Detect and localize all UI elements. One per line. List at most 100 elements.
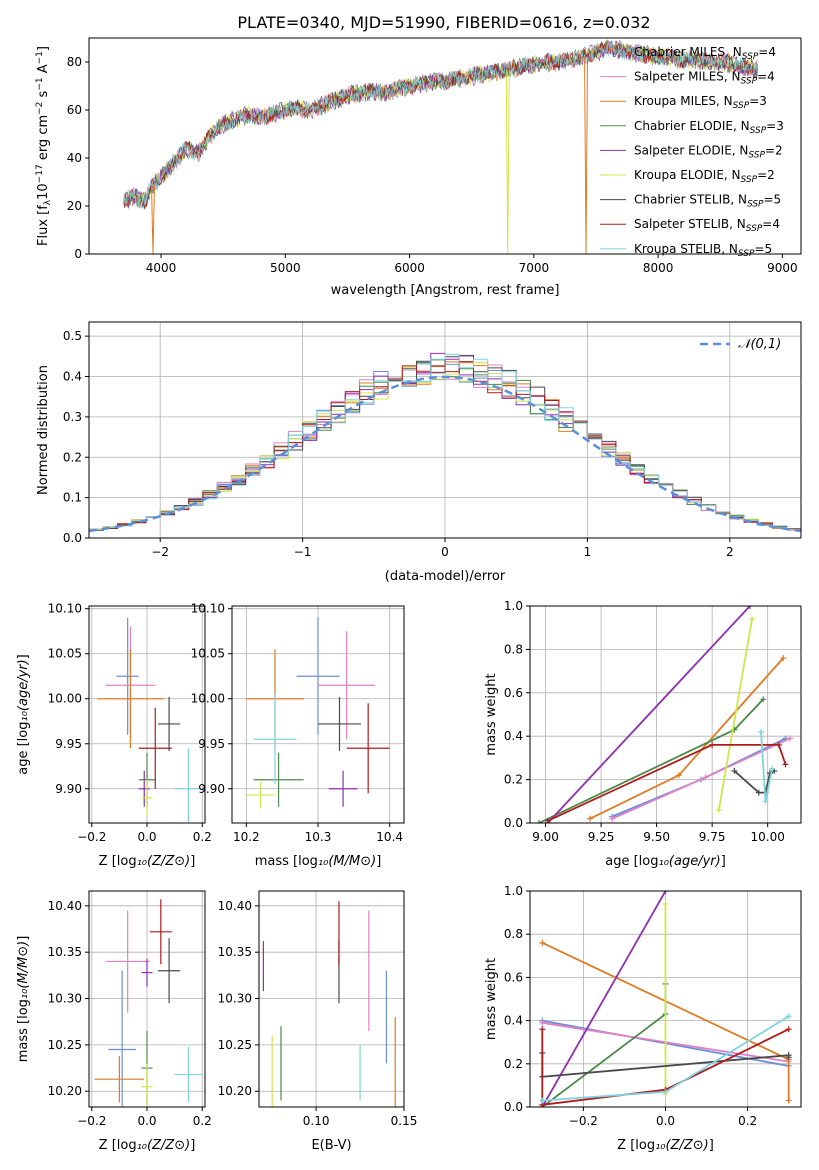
plot-area-spectrum [123, 39, 758, 254]
weight-marker [539, 1097, 546, 1104]
y-tick-label: 0.2 [504, 1057, 523, 1071]
x-tick-label: 6000 [394, 261, 425, 275]
axes-frame [231, 605, 405, 824]
legend-entry: Salpeter ELODIE, NSSP=2 [634, 143, 783, 160]
x-tick-label: 9.75 [699, 830, 726, 844]
weight-marker [539, 939, 546, 946]
plot-area-residuals [89, 352, 801, 533]
panel-z-mass: −0.2 0.0 0.2 10.20 10.25 10.30 10.35 10.40 Z [lo… [16, 890, 212, 1153]
y-tick-label: 60 [67, 103, 82, 117]
y-tick-label: 9.95 [198, 737, 225, 751]
axes-frame [529, 890, 802, 1108]
weight-marker [785, 1026, 792, 1033]
y-tick-label: 0.2 [504, 773, 523, 787]
y-tick-label: 10.40 [218, 899, 252, 913]
x-tick-label: 5000 [270, 261, 301, 275]
spectrum-dip [505, 69, 510, 254]
weight-marker [775, 741, 782, 748]
normal-reference-curve [89, 375, 801, 533]
weight-marker [539, 1019, 546, 1026]
y-axis-label: Normed distribution [36, 365, 51, 495]
y-tick-label: 10.25 [218, 1038, 252, 1052]
x-axis-label: age [log₁₀(age/yr)] [605, 854, 726, 869]
y-tick-label: 10.05 [191, 647, 225, 661]
weight-line-salpeter-stelib [541, 1028, 790, 1106]
x-tick-label: 0.0 [656, 1114, 675, 1128]
x-tick-label: 10.3 [305, 830, 332, 844]
x-tick-label: 7000 [519, 261, 550, 275]
legend-entry: Chabrier STELIB, NSSP=5 [634, 193, 781, 210]
y-tick-label: 10.30 [48, 992, 82, 1006]
x-axis-label: Z [log₁₀(Z/Z⊙)] [99, 1138, 196, 1153]
y-tick-label: 0.8 [504, 642, 523, 656]
x-tick-label: −2 [151, 545, 169, 559]
y-tick-label: 10.10 [48, 602, 82, 616]
x-tick-label: 0.0 [137, 1114, 156, 1128]
y-axis-label: mass [log₁₀(M/M⊙)] [16, 936, 31, 1063]
legend-entry: Salpeter MILES, NSSP=4 [634, 70, 775, 87]
weight-marker [709, 741, 716, 748]
x-tick-label: −0.2 [77, 830, 106, 844]
panel-mass-age: 10.2 10.3 10.4 9.90 9.95 10.00 10.05 10.10 mass … [191, 602, 405, 869]
y-tick-label: 10.00 [191, 692, 225, 706]
plot-area-ebv-mass [262, 901, 396, 1107]
y-tick-label: 0 [74, 247, 82, 261]
y-tick-label: 40 [67, 151, 82, 165]
y-tick-label: 0.4 [504, 1014, 523, 1028]
x-tick-label: −0.2 [77, 1114, 106, 1128]
y-tick-label: 9.90 [55, 782, 82, 796]
weight-marker [539, 1026, 546, 1033]
panel-spectrum: 4000 5000 6000 7000 8000 9000 0 20 40 60 80 Chabrie… [35, 37, 802, 298]
legend-entry: 𝒩(0,1) [738, 337, 781, 352]
axes-frame [258, 890, 405, 1108]
plot-area-z-age [97, 617, 203, 823]
y-tick-label: 0.2 [63, 450, 82, 464]
x-axis-label: E(B-V) [311, 1138, 351, 1153]
axes-frame [88, 605, 206, 824]
panel-age-weight: 9.00 9.25 9.50 9.75 10.00 0.0 0.2 0.4 0.6 0.8 1.0 m… [484, 599, 802, 869]
plot-area-mass-age [246, 617, 390, 809]
axes-frame [529, 605, 802, 824]
spectrum-line-kroupa-elodie [123, 39, 758, 208]
spectrum-line-kroupa-stelib [123, 40, 758, 209]
x-tick-label: 0.2 [193, 830, 212, 844]
weight-marker [755, 789, 762, 796]
y-tick-label: 10.05 [48, 647, 82, 661]
weight-marker [785, 1097, 792, 1104]
y-tick-label: 10.30 [218, 992, 252, 1006]
weight-marker [780, 655, 787, 662]
weight-line-salpeter-stelib [547, 744, 787, 822]
weight-marker [782, 761, 789, 768]
x-tick-label: 0.2 [193, 1114, 212, 1128]
weight-line-salpeter-elodie [541, 891, 667, 1107]
weight-marker [715, 806, 722, 813]
y-axis-label: mass weight [484, 673, 499, 755]
axes-frame [88, 321, 802, 539]
weight-line-salpeter-elodie [547, 606, 751, 823]
figure-title: PLATE=0340, MJD=51990, FIBERID=0616, z=0… [237, 13, 650, 32]
plot-area-z-mass [94, 899, 203, 1107]
y-axis-label: mass weight [484, 958, 499, 1040]
y-tick-label: 0.4 [63, 370, 82, 384]
weight-marker [746, 606, 753, 609]
weight-marker [662, 1088, 669, 1095]
x-tick-label: 8000 [643, 261, 674, 275]
x-axis-label: mass [log₁₀(M/M⊙)] [255, 854, 382, 869]
y-tick-label: 10.20 [218, 1084, 252, 1098]
x-tick-label: 9000 [767, 261, 798, 275]
weight-marker [586, 815, 593, 822]
y-tick-label: 10.10 [191, 602, 225, 616]
x-tick-label: 4000 [146, 261, 177, 275]
weight-marker [762, 798, 769, 805]
y-tick-label: 0.8 [504, 927, 523, 941]
y-tick-label: 0.3 [63, 410, 82, 424]
axes-frame [88, 37, 802, 255]
y-tick-label: 0.6 [504, 686, 523, 700]
weight-marker [769, 765, 776, 772]
weight-marker [749, 616, 756, 623]
panel-z-age: −0.2 0.0 0.2 9.90 9.95 10.00 10.05 10.10 Z [log₁… [16, 602, 212, 869]
y-tick-label: 20 [67, 199, 82, 213]
x-axis-label: wavelength [Angstrom, rest frame] [331, 283, 560, 298]
x-tick-label: 10.4 [376, 830, 403, 844]
